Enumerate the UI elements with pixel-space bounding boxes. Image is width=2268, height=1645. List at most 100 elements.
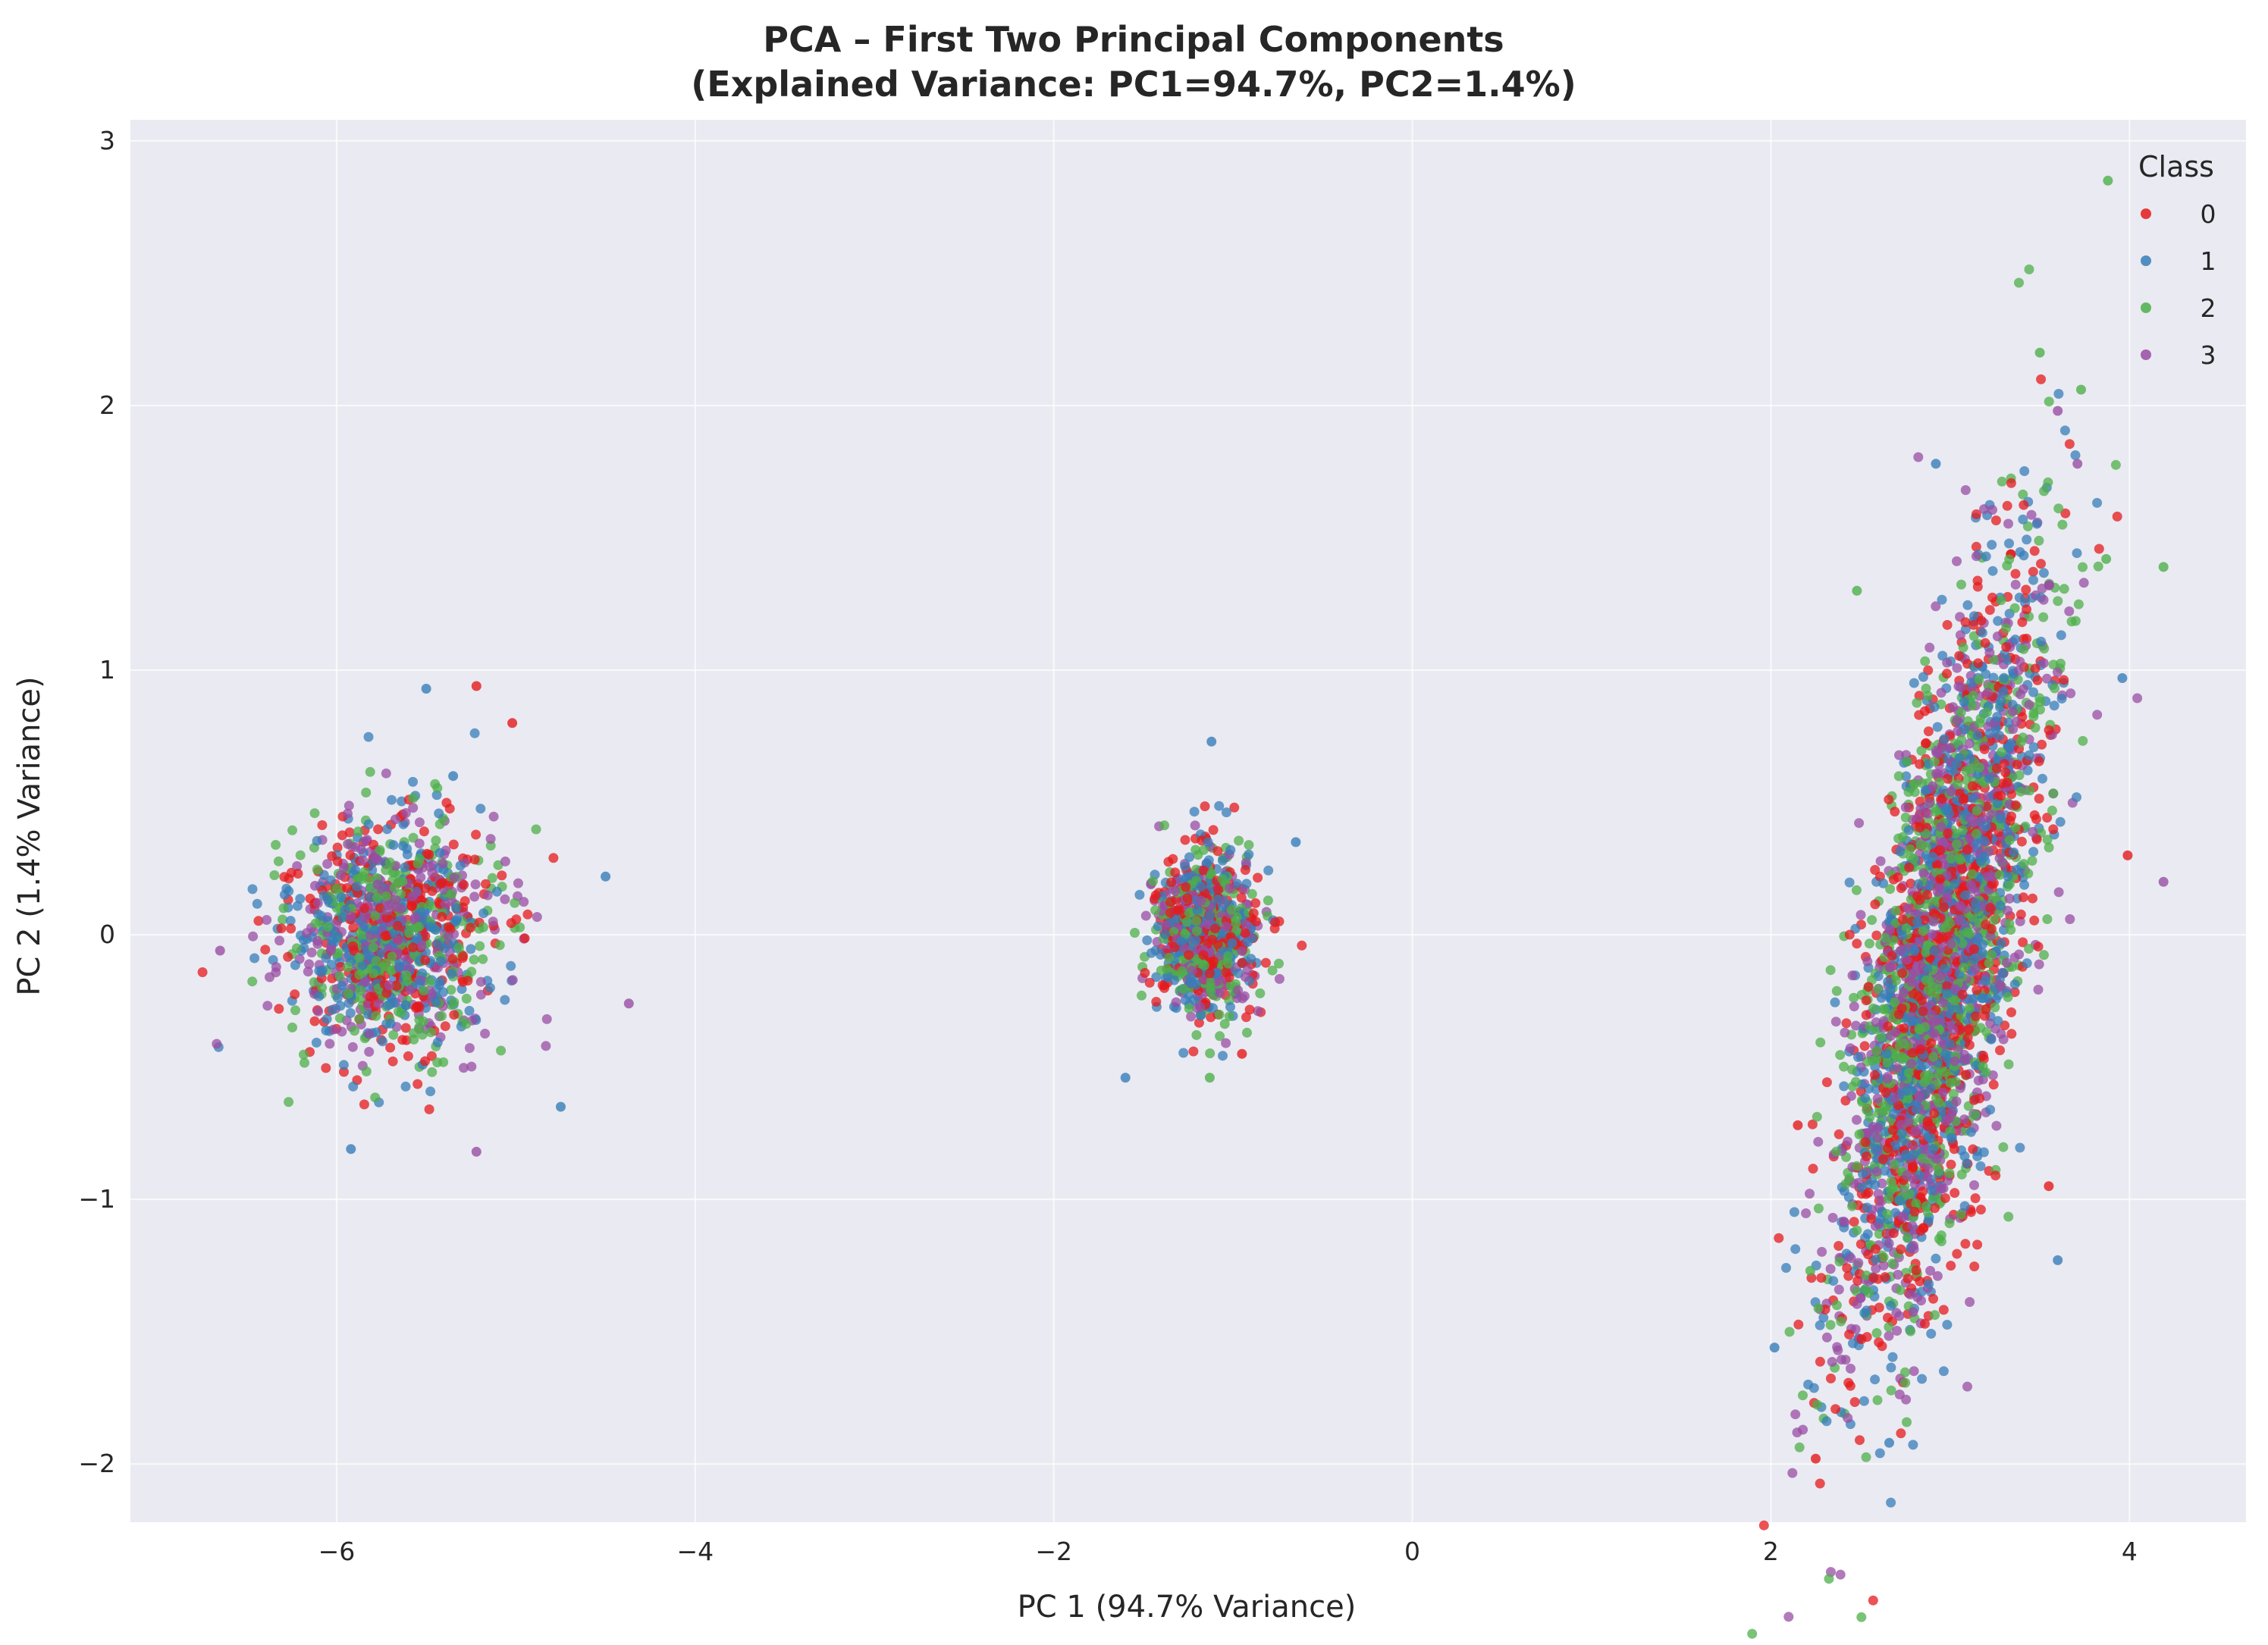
point-class-0 — [1157, 980, 1168, 990]
point-class-2 — [2003, 1211, 2014, 1222]
point-class-3 — [2028, 826, 2038, 837]
point-class-1 — [1942, 1320, 1953, 1330]
point-class-2 — [334, 1013, 345, 1023]
point-class-2 — [350, 1026, 359, 1036]
point-class-2 — [1205, 982, 1216, 992]
point-class-0 — [406, 901, 417, 911]
point-class-3 — [2078, 578, 2089, 588]
point-class-0 — [420, 931, 431, 942]
point-class-0 — [1170, 867, 1181, 878]
point-class-0 — [2036, 374, 2047, 384]
point-class-2 — [432, 1058, 443, 1067]
point-class-0 — [1816, 1273, 1827, 1283]
point-class-1 — [1955, 1004, 1965, 1014]
point-class-0 — [1887, 1125, 1898, 1136]
point-class-1 — [1968, 954, 1979, 965]
point-class-0 — [381, 913, 392, 923]
point-class-0 — [1841, 1018, 1852, 1029]
point-class-3 — [488, 811, 499, 822]
point-class-2 — [1956, 735, 1967, 745]
point-class-0 — [260, 945, 271, 955]
point-class-2 — [446, 985, 456, 995]
point-class-1 — [1926, 1328, 1937, 1339]
point-class-2 — [291, 943, 302, 954]
point-class-1 — [491, 886, 502, 897]
point-class-2 — [2003, 1059, 2014, 1070]
point-class-0 — [413, 1079, 423, 1089]
point-class-2 — [1958, 642, 1968, 653]
point-class-3 — [1843, 1136, 1853, 1147]
point-class-2 — [2044, 396, 2054, 407]
point-class-1 — [2018, 514, 2028, 525]
point-class-0 — [1969, 944, 1979, 954]
point-class-0 — [337, 830, 347, 841]
point-class-1 — [249, 953, 260, 964]
point-class-2 — [413, 858, 423, 869]
point-class-2 — [388, 1029, 399, 1040]
point-class-2 — [1794, 1442, 1805, 1452]
point-class-3 — [1952, 556, 1962, 566]
point-class-2 — [368, 942, 378, 953]
point-class-2 — [1812, 1111, 1822, 1122]
point-class-3 — [381, 768, 391, 779]
point-class-1 — [321, 1025, 331, 1036]
point-class-2 — [1255, 988, 1266, 998]
point-class-1 — [1862, 1305, 1872, 1316]
point-class-3 — [1962, 1381, 1972, 1392]
point-class-0 — [1774, 1233, 1784, 1243]
point-class-1 — [446, 969, 456, 979]
point-class-3 — [1909, 1244, 1919, 1255]
point-class-0 — [2112, 511, 2122, 522]
point-class-0 — [2022, 604, 2031, 615]
point-class-1 — [388, 840, 399, 851]
point-class-2 — [1852, 1225, 1862, 1236]
point-class-0 — [2033, 942, 2044, 952]
point-class-3 — [507, 975, 518, 985]
point-class-1 — [475, 804, 486, 814]
point-class-0 — [1808, 1164, 1818, 1174]
point-class-0 — [1180, 835, 1190, 845]
point-class-2 — [354, 1014, 365, 1024]
point-class-2 — [299, 1049, 309, 1060]
point-class-0 — [253, 916, 264, 926]
point-class-0 — [1198, 950, 1209, 960]
point-class-3 — [541, 1014, 552, 1024]
point-class-1 — [1959, 697, 1969, 707]
point-class-3 — [469, 891, 480, 902]
point-class-3 — [356, 844, 366, 854]
point-class-1 — [1959, 724, 1970, 735]
point-class-3 — [485, 834, 496, 844]
point-class-3 — [343, 838, 353, 849]
point-class-3 — [343, 801, 354, 811]
point-class-3 — [2003, 519, 2013, 529]
point-class-3 — [1925, 642, 1935, 653]
point-class-1 — [1986, 1034, 1997, 1045]
point-class-3 — [1222, 921, 1231, 932]
point-class-3 — [482, 890, 493, 901]
point-class-3 — [337, 1026, 347, 1037]
point-class-2 — [361, 1066, 372, 1076]
point-class-0 — [420, 1056, 430, 1067]
point-class-3 — [1882, 1073, 1893, 1084]
point-class-2 — [1130, 928, 1140, 938]
point-class-0 — [321, 1063, 331, 1073]
point-class-0 — [293, 869, 303, 879]
point-class-2 — [494, 940, 505, 951]
point-class-2 — [271, 840, 281, 850]
point-class-2 — [1956, 1169, 1967, 1180]
point-class-0 — [1758, 1520, 1769, 1531]
point-class-1 — [382, 1000, 393, 1010]
point-class-1 — [1996, 938, 2006, 948]
point-class-3 — [1960, 485, 1971, 495]
point-class-2 — [419, 985, 429, 996]
point-class-1 — [432, 938, 443, 949]
point-class-0 — [1163, 857, 1174, 867]
point-class-2 — [1191, 916, 1202, 926]
point-class-2 — [1835, 1050, 1846, 1061]
point-class-0 — [290, 989, 300, 1000]
point-class-1 — [1803, 1379, 1814, 1390]
point-class-3 — [212, 1039, 222, 1049]
point-class-0 — [1896, 1428, 1906, 1439]
point-class-2 — [1900, 812, 1911, 822]
point-class-3 — [2052, 667, 2063, 678]
